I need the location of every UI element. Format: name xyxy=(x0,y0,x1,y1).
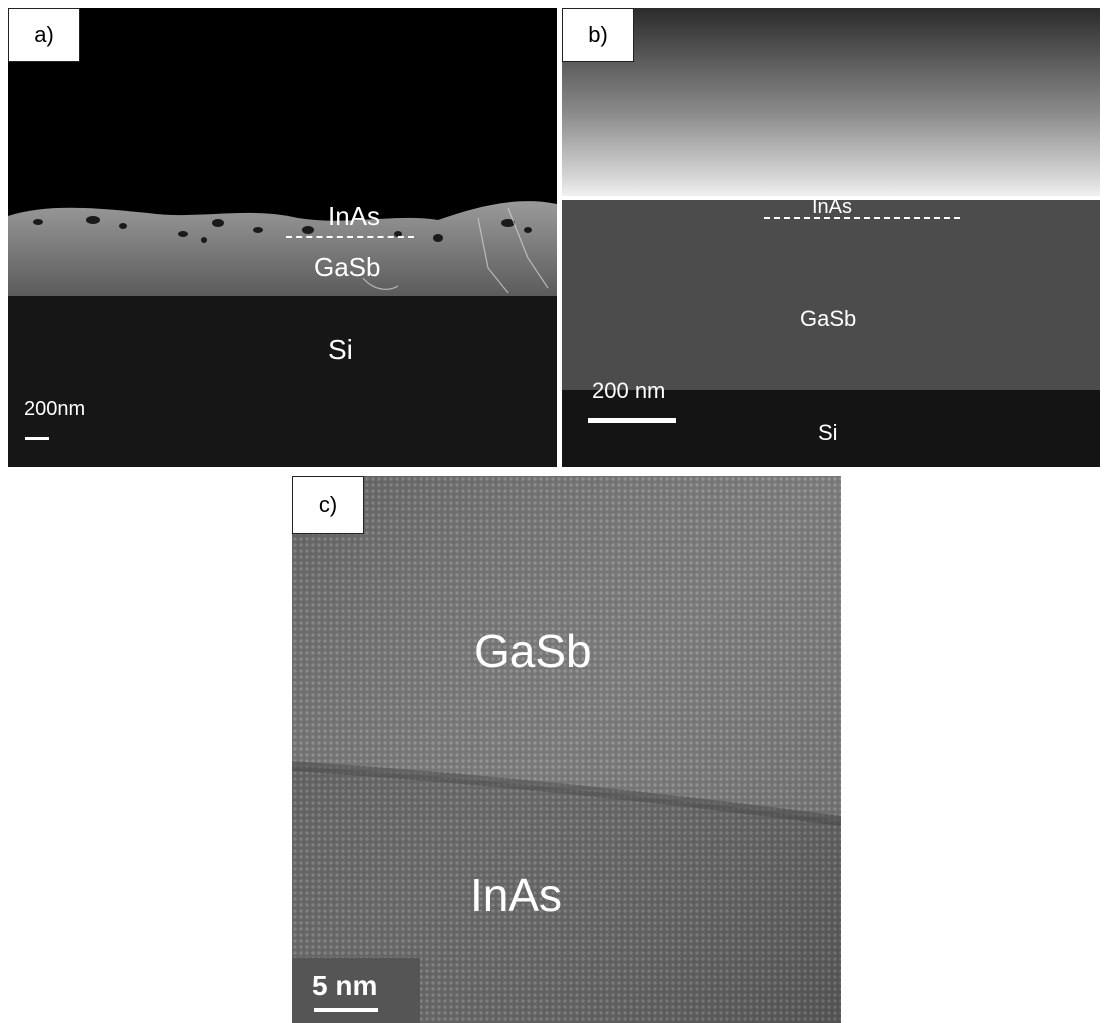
layer-label-si-a: Si xyxy=(328,334,353,365)
sem-image-a: a) InAs GaSb Si 200nm xyxy=(8,8,557,467)
interface-dashed-line-a xyxy=(286,236,414,238)
interface-dashed-line-b xyxy=(764,217,960,219)
layer-label-gasb-b: GaSb xyxy=(800,306,857,331)
scale-bar-label-a: 200nm xyxy=(24,398,86,420)
scale-bar-b xyxy=(588,418,676,423)
scale-bar-a xyxy=(25,437,49,440)
tem-image-c-graphic xyxy=(292,476,841,1023)
layer-label-gasb-c: GaSb xyxy=(474,625,592,677)
scale-bar-label-b: 200 nm xyxy=(592,378,666,403)
layer-label-inas-a: InAs xyxy=(328,201,381,231)
tem-image-c: c) GaSb InAs 5 nm xyxy=(292,476,841,1023)
sem-image-b-graphic xyxy=(562,8,1100,467)
panel-label-a: a) xyxy=(8,8,80,62)
layer-label-inas-c: InAs xyxy=(470,869,563,921)
panel-label-b: b) xyxy=(562,8,634,62)
panel-label-c: c) xyxy=(292,476,364,534)
scale-bar-label-c: 5 nm xyxy=(312,970,378,1001)
sem-image-a-graphic xyxy=(8,8,557,467)
layer-label-gasb-a: GaSb xyxy=(314,252,381,282)
layer-label-si-b: Si xyxy=(818,420,838,445)
layer-label-inas-b: InAs xyxy=(812,196,853,218)
scale-bar-c xyxy=(314,1008,378,1012)
sem-image-b: b) InAs GaSb 200 nm Si xyxy=(562,8,1100,467)
